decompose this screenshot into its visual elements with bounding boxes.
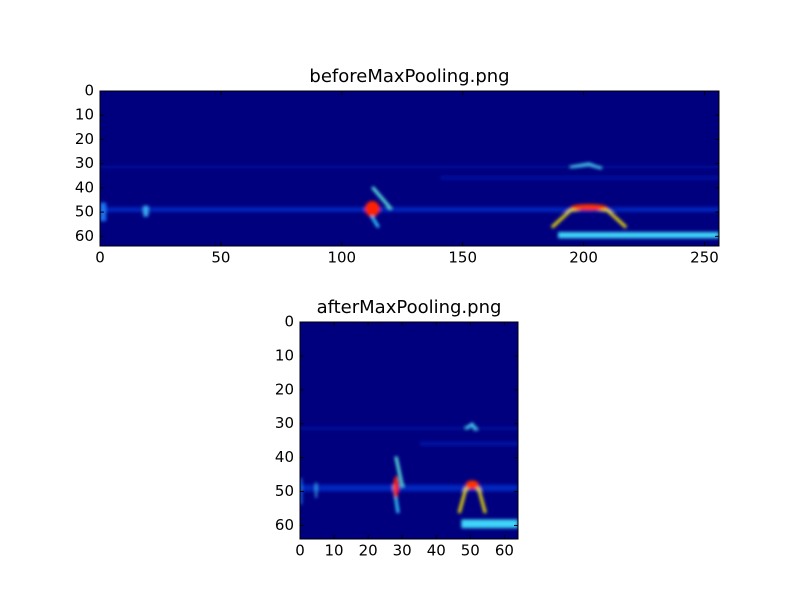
feature: [419, 441, 518, 446]
y-tick-label: 20: [75, 130, 94, 148]
x-tick-label: 100: [327, 249, 356, 267]
feature: [461, 519, 518, 529]
feature: [364, 201, 380, 217]
x-tick-label: 250: [690, 249, 719, 267]
image-features: [300, 422, 518, 529]
feature: [558, 232, 719, 239]
feature: [464, 422, 478, 432]
x-tick-label: 50: [211, 249, 230, 267]
image: [300, 322, 518, 539]
axes-frame: [299, 321, 519, 540]
y-tick-label: 60: [75, 227, 94, 245]
feature: [143, 205, 149, 217]
y-tick-label: 10: [275, 346, 294, 364]
feature: [393, 476, 399, 498]
chart-title: beforeMaxPooling.png: [309, 66, 509, 87]
y-tick-label: 10: [75, 106, 94, 124]
y-tick-label: 20: [275, 380, 294, 398]
feature: [394, 456, 404, 488]
x-tick-label: 40: [427, 542, 446, 560]
feature: [315, 482, 318, 498]
x-tick-label: 60: [495, 542, 514, 560]
feature: [465, 480, 479, 490]
image: [100, 91, 719, 246]
feature: [300, 484, 518, 492]
x-tick-label: 20: [359, 542, 378, 560]
x-tick-label: 50: [461, 542, 480, 560]
feature: [570, 204, 608, 211]
feature: [440, 176, 719, 180]
feature: [100, 207, 719, 212]
y-tick-label: 0: [284, 313, 294, 331]
y-tick-label: 30: [275, 414, 294, 432]
y-tick-label: 40: [75, 178, 94, 196]
y-tick-label: 50: [75, 203, 94, 221]
y-tick-label: 0: [84, 82, 94, 100]
y-tick-label: 50: [275, 482, 294, 500]
feature: [300, 426, 518, 431]
chart-title: afterMaxPooling.png: [317, 297, 502, 318]
feature: [100, 165, 719, 169]
image-features: [100, 162, 719, 239]
x-tick-label: 0: [95, 249, 105, 267]
feature: [570, 162, 602, 170]
axes-frame: [99, 90, 720, 247]
x-tick-label: 10: [325, 542, 344, 560]
y-tick-label: 40: [275, 448, 294, 466]
feature: [371, 186, 393, 210]
x-tick-label: 150: [448, 249, 477, 267]
x-tick-label: 200: [569, 249, 598, 267]
y-tick-label: 60: [275, 516, 294, 534]
y-tick-label: 30: [75, 154, 94, 172]
x-tick-label: 30: [393, 542, 412, 560]
x-tick-label: 0: [295, 542, 305, 560]
